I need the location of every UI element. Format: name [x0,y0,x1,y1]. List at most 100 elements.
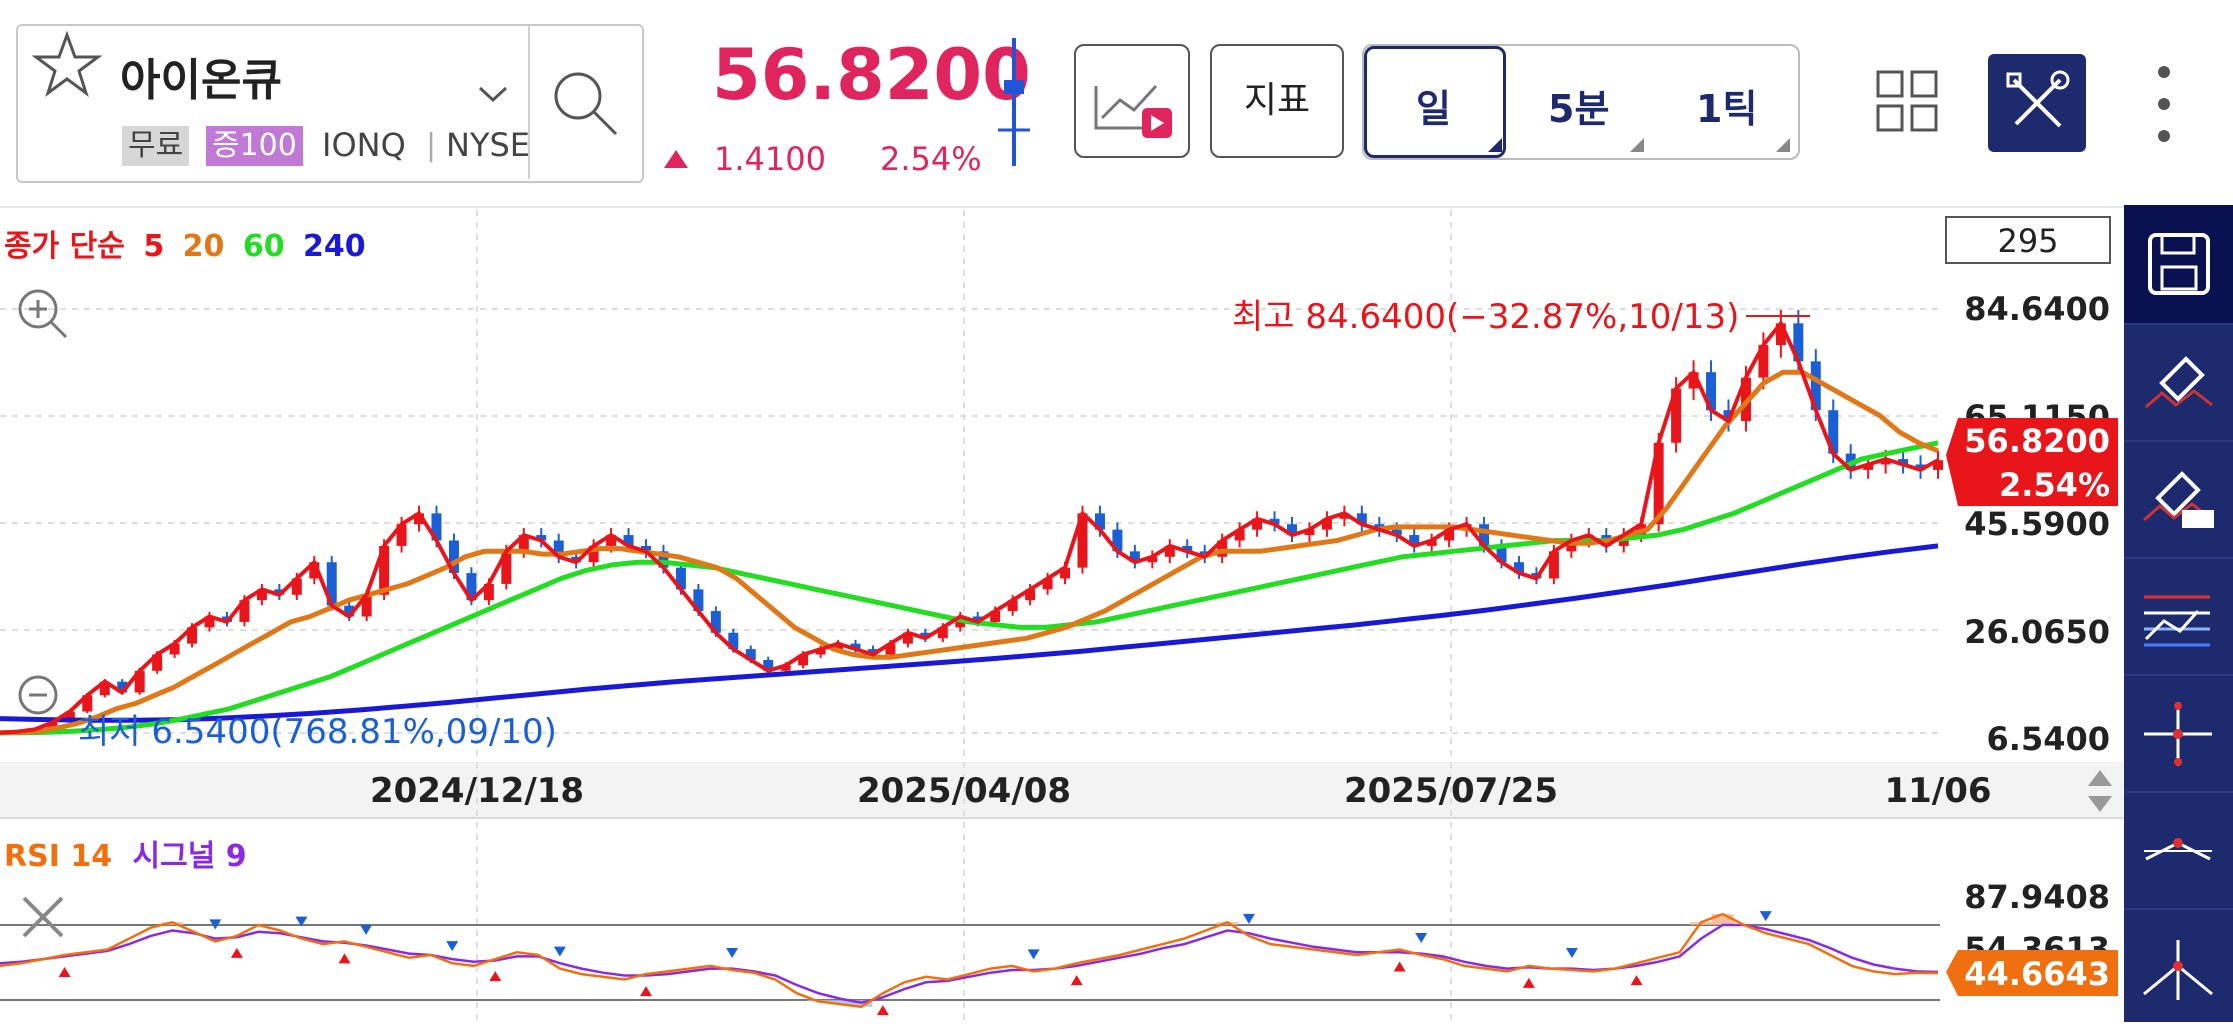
candle-body [675,567,686,590]
candle-body [1269,518,1280,525]
chart-video-button[interactable] [1074,44,1190,158]
candle-body [82,695,93,712]
visible-count-box[interactable] [1945,216,2111,264]
candle-body [344,605,355,617]
candle-body [1252,518,1263,530]
candle-body [239,600,250,622]
x-scroll-arrows-icon[interactable] [2088,770,2112,812]
candle-body [1775,323,1786,346]
ma-legend-20: 20 [183,229,225,264]
period-tick-label[interactable]: 1틱 [1696,87,1758,131]
candle-body [1479,524,1490,546]
toolbar-divider [2124,908,2233,910]
more-vertical-icon[interactable] [2150,62,2178,146]
rsi-buy-arrow [1522,977,1535,988]
ma-line-5 [0,321,1939,735]
close-indicator-icon[interactable] [22,896,64,938]
rsi-line-rsi [0,912,1939,1009]
x-tick-label: 2024/12/18 [370,771,584,811]
chevron-down-icon[interactable] [476,82,510,106]
rsi-line-signal [0,923,1939,1004]
rsi-legend-title: RSI 14 [4,839,112,874]
candle-body [431,513,442,541]
eraser-button[interactable] [2124,325,2233,440]
ma-legend-60: 60 [243,229,285,264]
rsi-sell-arrow [360,924,373,935]
candle-body [553,540,564,557]
drawing-tools-button[interactable] [1988,54,2086,152]
chart-area[interactable]: 종가 단순 5 20 60 240 RSI 14 시그널 9 최고 84.640… [0,205,2124,1022]
rsi-sell-arrow [1027,949,1040,960]
candle-body [1287,524,1297,536]
x-tick-label: 11/06 [1884,771,1991,811]
candle-body [1898,459,1909,465]
rsi-buy-arrow [1393,961,1406,972]
erase-all-button[interactable] [2124,442,2233,557]
candle-body [64,711,75,723]
candle-body [1828,410,1839,454]
save-icon [2148,233,2210,295]
rsi-buy-arrow [338,953,351,964]
candle-body [1025,589,1036,601]
ma-legend-240: 240 [303,229,366,264]
low-annotation: 최저 6.5400(768.81%,09/10) [78,712,557,752]
candle-body [1112,529,1123,552]
candle-body [641,545,651,552]
rsi-sell-arrow [726,948,739,958]
candle-body [1007,600,1018,612]
candle-body [1810,361,1821,411]
symbol-name[interactable]: 아이온큐 [120,55,282,106]
candle-body [745,649,756,660]
gridlines [0,210,1940,1022]
hocl-line-button[interactable] [2124,559,2233,674]
candle-body [1060,567,1071,579]
toolbar-divider [2124,791,2233,793]
angle-tool-button[interactable] [2124,910,2233,1022]
candle-body [710,611,721,633]
candle-body [780,665,791,671]
candle-body [361,594,372,617]
zoom-in-icon[interactable] [18,289,68,339]
candle-body [1723,410,1734,422]
candle-body [204,616,215,628]
symbol-selector[interactable] [16,24,644,183]
trendline-tool-button[interactable] [2124,793,2233,908]
crosshair-tool-button[interactable] [2124,676,2233,791]
candle-body [623,535,634,546]
toolbar-divider [2124,557,2233,559]
candle-body [1409,535,1420,546]
candle-body [1426,540,1437,546]
candle-body [937,627,948,639]
candle-body [1496,545,1507,563]
search-icon[interactable] [548,66,622,140]
candle-body [571,556,582,563]
price-change: 1.4100 [714,140,826,178]
layout-grid-icon[interactable] [1876,70,1938,132]
x-axis-band [0,762,2124,818]
hocl-lines-icon [2144,595,2210,647]
candle-body [1129,551,1140,563]
save-button[interactable] [2124,205,2233,323]
ma-line-240 [0,543,1939,723]
period-day-label[interactable]: 일 [1416,87,1451,131]
candle-body [1513,562,1524,574]
candle-body [1147,556,1158,563]
rsi-overbought-fill [1711,914,1734,925]
trendline-icon [2144,838,2212,861]
candle-body [1042,578,1053,590]
favorite-star-icon[interactable] [32,30,102,100]
candle-body [483,583,494,601]
visible-count: 295 [1997,222,2058,260]
candle-body [1915,464,1926,470]
period-day-button[interactable] [1364,46,1506,158]
rsi-buy-arrow [489,971,502,982]
candle-body [1880,459,1891,465]
candle-body [1164,545,1175,557]
indicator-button[interactable]: 지표 [1210,44,1344,158]
crosshair-icon [2144,702,2212,766]
period-5min-label[interactable]: 5분 [1548,87,1610,131]
candle-body [815,649,826,655]
zoom-out-icon[interactable] [18,675,58,715]
y-tick-label: 45.5900 [1964,505,2110,543]
angle-line-icon [2143,940,2213,1000]
